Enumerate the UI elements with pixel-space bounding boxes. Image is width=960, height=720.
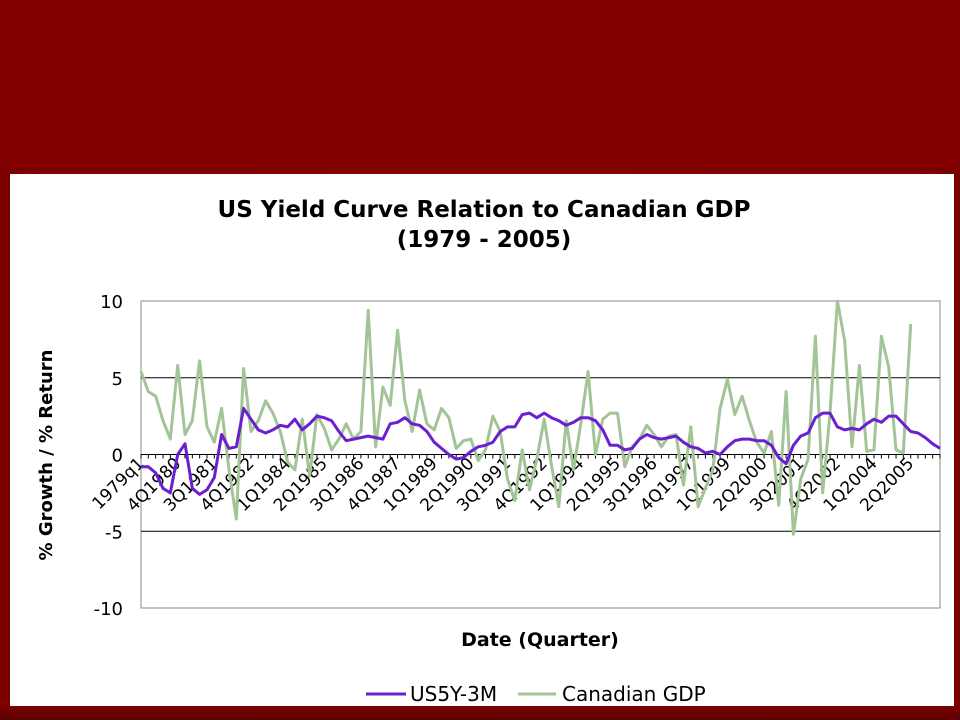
x-axis-label: Date (Quarter) bbox=[461, 629, 619, 651]
chart-title: US Yield Curve Relation to Canadian GDP bbox=[218, 197, 751, 223]
y-axis-label: % Growth / % Return bbox=[36, 350, 57, 561]
y-axis-ticks: 10 5 0 -5 -10 bbox=[94, 292, 123, 620]
series-line-us5y-3m bbox=[141, 406, 941, 496]
y-tick-label: -5 bbox=[105, 522, 123, 543]
legend: US5Y-3M Canadian GDP bbox=[366, 682, 706, 706]
y-tick-label: 10 bbox=[100, 292, 123, 313]
y-tick-label: 0 bbox=[112, 446, 123, 467]
series-line-canadian-gdp bbox=[139, 299, 913, 536]
series-lines bbox=[139, 299, 941, 536]
y-tick-label: 5 bbox=[112, 369, 123, 390]
slide-header-band bbox=[0, 0, 960, 168]
legend-label-us5y-3m: US5Y-3M bbox=[410, 682, 497, 706]
legend-label-canadian-gdp: Canadian GDP bbox=[562, 682, 706, 706]
y-tick-label: -10 bbox=[94, 599, 123, 620]
chart-subtitle: (1979 - 2005) bbox=[397, 227, 572, 253]
